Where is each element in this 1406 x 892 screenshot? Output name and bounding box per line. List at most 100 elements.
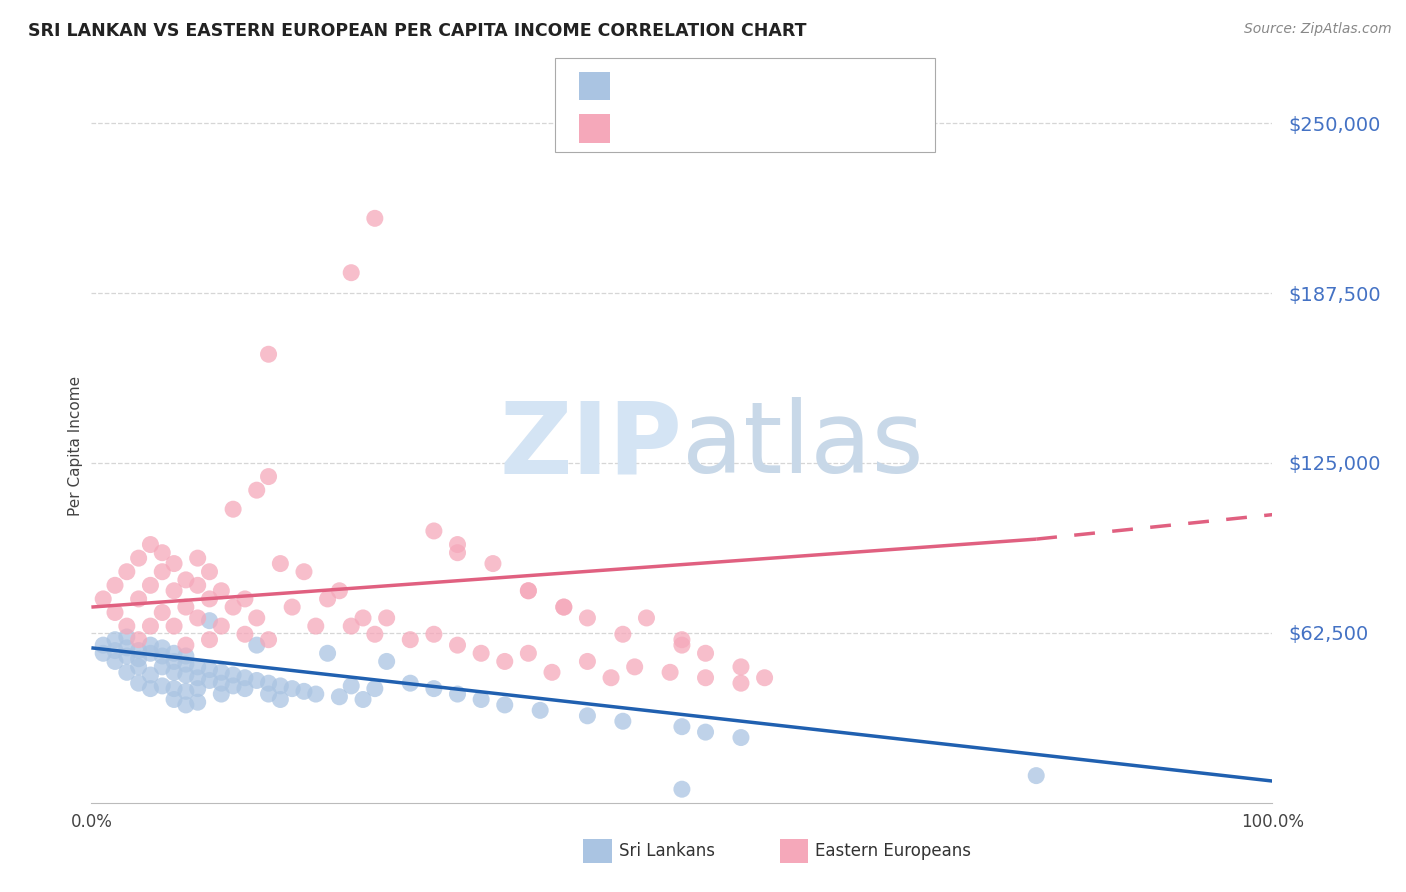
Point [517,583,540,598]
Point [352,611,374,625]
Point [115,619,138,633]
Text: SRI LANKAN VS EASTERN EUROPEAN PER CAPITA INCOME CORRELATION CHART: SRI LANKAN VS EASTERN EUROPEAN PER CAPIT… [28,22,807,40]
Point [163,557,186,571]
Point [115,665,138,680]
Point [222,679,245,693]
Point [128,551,150,566]
Text: R = 0.090   N = 78: R = 0.090 N = 78 [621,119,800,138]
Point [494,655,516,669]
Point [269,692,291,706]
Text: R = -0.518   N = 73: R = -0.518 N = 73 [621,77,806,95]
Point [163,655,186,669]
Point [139,681,162,696]
Text: ZIP: ZIP [499,398,682,494]
Point [612,714,634,729]
Point [636,611,658,625]
Point [128,676,150,690]
Point [115,565,138,579]
Point [163,692,186,706]
Point [198,591,221,606]
Point [139,668,162,682]
Point [209,665,232,680]
Point [399,676,422,690]
Point [150,648,173,663]
Point [139,537,162,551]
Point [257,469,280,483]
Point [209,619,232,633]
Point [187,695,209,709]
Point [623,660,645,674]
Point [246,483,269,498]
Point [163,583,186,598]
Point [340,619,363,633]
Point [470,646,492,660]
Point [233,627,256,641]
Point [115,630,138,644]
Point [128,643,150,657]
Point [517,646,540,660]
Point [269,679,291,693]
Point [222,502,245,516]
Text: Source: ZipAtlas.com: Source: ZipAtlas.com [1244,22,1392,37]
Point [446,638,468,652]
Text: atlas: atlas [682,398,924,494]
Point [198,632,221,647]
Point [529,703,551,717]
Point [494,698,516,712]
Point [222,668,245,682]
Point [128,651,150,665]
Point [163,619,186,633]
Point [187,551,209,566]
Point [139,646,162,660]
Point [340,679,363,693]
Point [364,681,387,696]
Point [174,657,197,672]
Point [91,591,114,606]
Point [292,565,315,579]
Point [600,671,623,685]
Point [553,600,575,615]
Point [246,638,269,652]
Point [612,627,634,641]
Point [269,557,291,571]
Point [352,692,374,706]
Point [281,600,304,615]
Point [305,619,328,633]
Point [754,671,776,685]
Point [246,611,269,625]
Point [671,638,693,652]
Point [174,638,197,652]
Point [364,627,387,641]
Point [128,660,150,674]
Point [150,679,173,693]
Point [730,676,752,690]
Point [174,648,197,663]
Point [187,611,209,625]
Point [233,591,256,606]
Point [209,687,232,701]
Point [730,731,752,745]
Point [305,687,328,701]
Point [198,673,221,688]
Point [115,640,138,655]
Point [695,646,717,660]
Point [209,676,232,690]
Point [576,655,599,669]
Point [174,573,197,587]
Point [187,578,209,592]
Point [730,660,752,674]
Point [163,665,186,680]
Point [104,578,127,592]
Point [364,211,387,226]
Point [174,668,197,682]
Point [541,665,564,680]
Point [695,725,717,739]
Point [209,583,232,598]
Point [340,266,363,280]
Point [91,646,114,660]
Point [174,684,197,698]
Point [423,681,446,696]
Point [104,643,127,657]
Point [695,671,717,685]
Point [281,681,304,696]
